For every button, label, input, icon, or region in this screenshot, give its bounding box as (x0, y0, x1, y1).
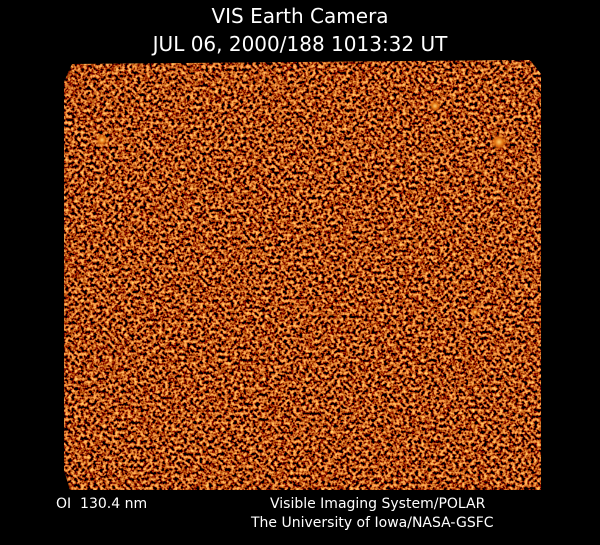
camera-image (64, 60, 541, 490)
institution: The University of Iowa/NASA-GSFC (250, 515, 494, 531)
instrument: Visible Imaging System/POLAR (270, 496, 486, 512)
timestamp: JUL 06, 2000/188 1013:32 UT (151, 32, 448, 56)
wavelength: OI 130.4 nm (56, 496, 147, 512)
title: VIS Earth Camera (211, 4, 388, 28)
